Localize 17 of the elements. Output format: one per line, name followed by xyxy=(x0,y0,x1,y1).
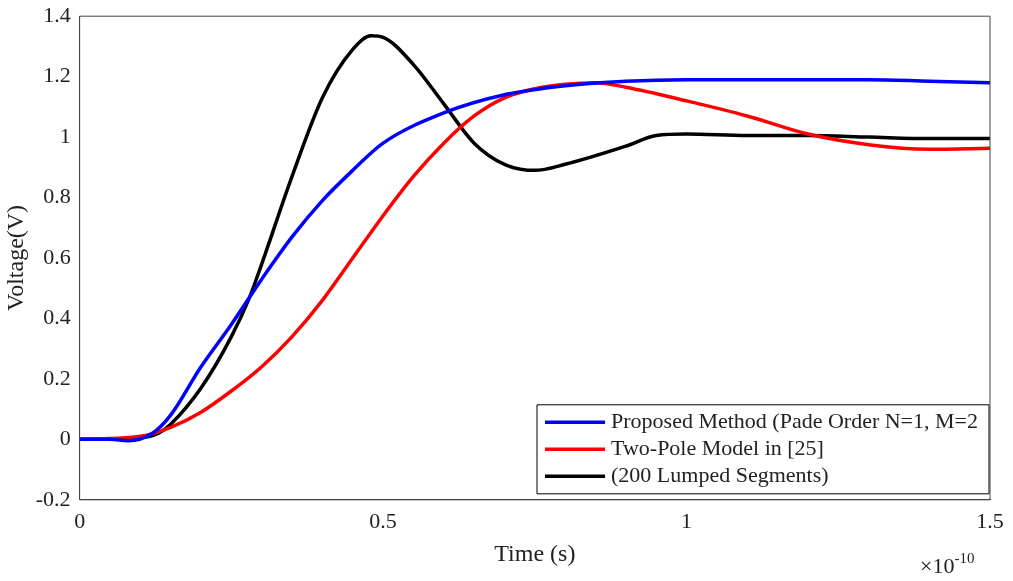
y-tick-label: 0.8 xyxy=(43,183,71,209)
legend-label: Two-Pole Model in [25] xyxy=(611,435,824,461)
x-axis-title: Time (s) xyxy=(494,539,576,566)
y-axis-title: Voltage(V) xyxy=(1,204,28,312)
y-tick-label: 0 xyxy=(59,425,71,451)
y-tick-label: 0.6 xyxy=(43,243,71,269)
y-tick-label: 1.4 xyxy=(43,1,71,27)
x-tick-label: 0.5 xyxy=(369,507,397,533)
y-tick-label: 1 xyxy=(59,122,71,148)
y-tick-label: -0.2 xyxy=(35,485,71,511)
y-tick-label: 0.2 xyxy=(43,364,71,390)
x-tick-label: 1 xyxy=(681,507,693,533)
x-tick-label: 1.5 xyxy=(976,507,1004,533)
legend-label: (200 Lumped Segments) xyxy=(611,462,829,488)
y-tick-label: 0.4 xyxy=(43,304,71,330)
y-tick-label: 1.2 xyxy=(43,62,71,88)
legend-label: Proposed Method (Pade Order N=1, M=2 xyxy=(611,408,979,434)
